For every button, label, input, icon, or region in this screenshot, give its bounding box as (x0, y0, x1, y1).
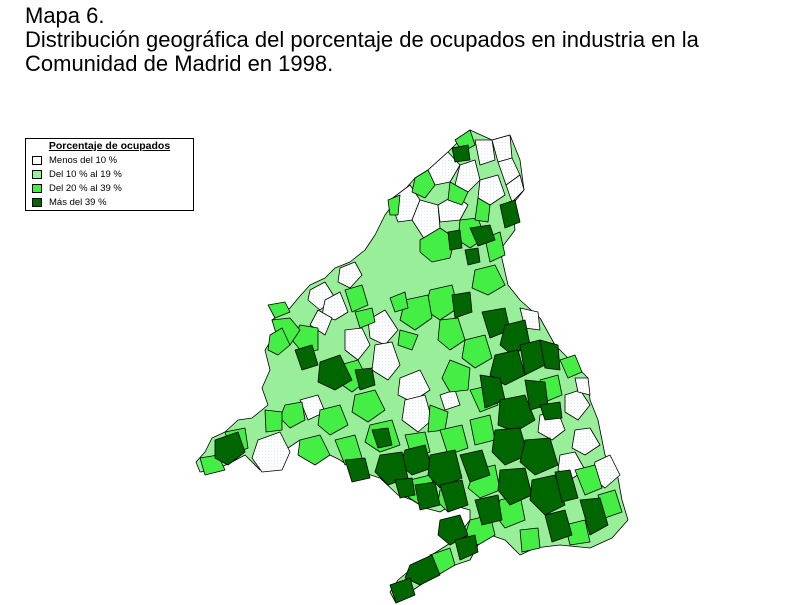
legend-item-10-19: Del 10 % al 19 % (26, 167, 193, 181)
map-title-line3: Comunidad de Madrid en 1998. (25, 51, 334, 76)
legend: Porcentaje de ocupados Menos del 10 % De… (25, 138, 194, 211)
map-title: Mapa 6. Distribución geográfica del porc… (25, 4, 699, 76)
map-title-line1: Mapa 6. (25, 3, 105, 28)
map-title-line2: Distribución geográfica del porcentaje d… (25, 27, 699, 52)
legend-item-mas-39: Más del 39 % (26, 195, 193, 209)
legend-title: Porcentaje de ocupados (48, 140, 171, 152)
legend-label: Más del 39 % (49, 196, 107, 208)
legend-swatch-green (32, 183, 42, 193)
legend-swatch-dark-green (32, 197, 42, 207)
legend-swatch-white (32, 155, 42, 165)
legend-item-menos-10: Menos del 10 % (26, 153, 193, 167)
legend-label: Del 20 % al 39 % (49, 182, 122, 194)
legend-label: Del 10 % al 19 % (49, 168, 122, 180)
legend-label: Menos del 10 % (49, 154, 118, 166)
legend-item-20-39: Del 20 % al 39 % (26, 181, 193, 195)
legend-swatch-light-green (32, 169, 42, 179)
